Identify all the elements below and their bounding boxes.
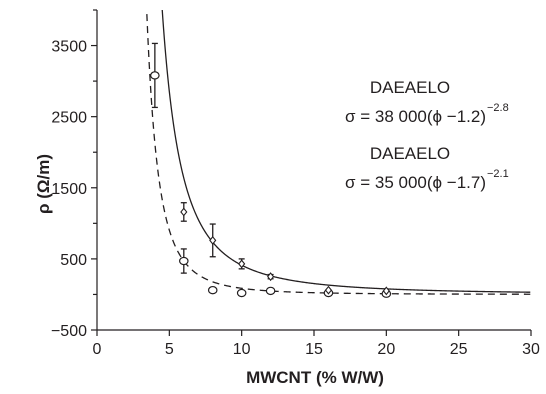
annotation-dashed: DAEAELO σ = 38 000(ϕ −1.2) −2.8 <box>345 78 509 126</box>
x-axis-label: MWCNT (% W/W) <box>246 368 384 387</box>
data-point-circle <box>207 285 218 295</box>
annotation-name-2: DAEAELO <box>370 144 450 163</box>
data-point-circle <box>150 71 160 80</box>
y-tick-label: 2500 <box>51 110 87 127</box>
y-tick-label: 500 <box>60 252 87 269</box>
x-tick-label: 10 <box>233 341 251 358</box>
x-tick-label: 30 <box>522 341 540 358</box>
annotation-name-1: DAEAELO <box>370 78 450 97</box>
plot-area <box>146 10 531 298</box>
fit-curve-dashed <box>146 10 531 295</box>
fit-curve-solid <box>161 10 531 293</box>
data-point-diamond <box>267 272 275 282</box>
x-tick-label: 15 <box>305 341 323 358</box>
x-tick-label: 25 <box>450 341 468 358</box>
y-tick-label: 3500 <box>51 39 87 56</box>
x-tick-label: 5 <box>165 341 174 358</box>
annotation-formula-2: σ = 35 000(ϕ −1.7) <box>345 173 486 192</box>
y-tick-label: −500 <box>51 323 87 340</box>
annotation-exponent-1: −2.8 <box>487 102 509 114</box>
x-tick-label: 0 <box>93 341 102 358</box>
data-point-circle <box>236 288 247 298</box>
axes: 0 5 10 15 20 25 30 −500 500 1500 2500 3500 <box>51 9 540 358</box>
annotation-solid: DAEAELO σ = 35 000(ϕ −1.7) −2.1 <box>345 144 509 192</box>
data-point-diamond <box>382 286 390 296</box>
data-point-diamond <box>238 259 246 269</box>
x-tick-label: 20 <box>377 341 395 358</box>
data-point-diamond <box>180 207 188 217</box>
data-point-circle <box>265 286 276 296</box>
y-tick-label: 1500 <box>51 181 87 198</box>
annotation-formula-1: σ = 38 000(ϕ −1.2) <box>345 107 486 126</box>
y-axis-label: ρ (Ω/m) <box>34 154 53 214</box>
data-point-diamond <box>209 235 217 245</box>
data-point-diamond <box>324 285 333 295</box>
data-point-circle <box>179 256 189 266</box>
annotation-exponent-2: −2.1 <box>487 168 509 180</box>
